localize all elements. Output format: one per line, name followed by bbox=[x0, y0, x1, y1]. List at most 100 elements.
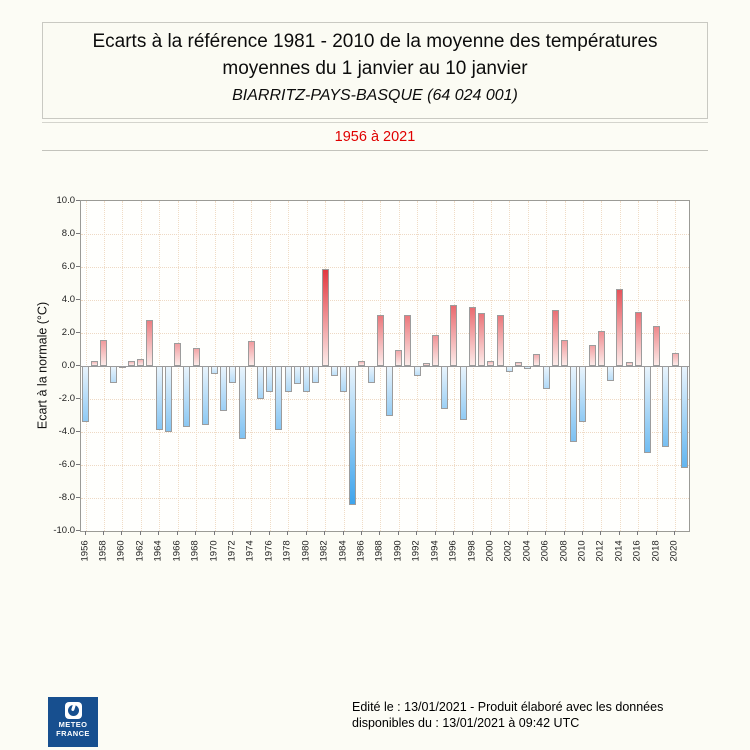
bar-1978 bbox=[284, 366, 292, 393]
x-tick-label: 1998 bbox=[466, 540, 477, 562]
bar-1966 bbox=[174, 342, 182, 366]
zero-line bbox=[81, 366, 689, 367]
x-tick-label: 1964 bbox=[152, 540, 164, 562]
x-tick-label: 1980 bbox=[300, 540, 312, 562]
bar-1990 bbox=[395, 349, 403, 366]
x-tick-label: 2016 bbox=[631, 540, 643, 562]
bar-1977 bbox=[275, 366, 283, 431]
y-tick-label: 8.0 bbox=[61, 228, 75, 239]
bar-2018 bbox=[653, 326, 661, 366]
bar-1965 bbox=[164, 366, 172, 432]
x-tick-mark bbox=[545, 531, 547, 535]
bar-1984 bbox=[339, 366, 347, 393]
bar-2014 bbox=[616, 289, 624, 366]
bar-chart-plot-area bbox=[80, 200, 690, 532]
y-tick-mark bbox=[76, 365, 80, 366]
bar-1969 bbox=[201, 366, 209, 426]
bar-1994 bbox=[432, 334, 440, 366]
bar-1959 bbox=[109, 366, 117, 383]
x-tick-label: 2008 bbox=[558, 540, 570, 562]
x-tick-mark bbox=[360, 531, 362, 535]
x-tick-mark bbox=[287, 531, 289, 535]
bar-1996 bbox=[450, 304, 458, 366]
bar-1979 bbox=[293, 366, 301, 385]
x-tick-label: 2020 bbox=[668, 540, 680, 562]
x-tick-mark bbox=[416, 531, 418, 535]
bar-1964 bbox=[155, 366, 163, 431]
h-gridline bbox=[81, 399, 689, 400]
x-tick-label: 1984 bbox=[337, 540, 349, 562]
bar-2019 bbox=[662, 366, 670, 447]
edition-note-line2: disponibles du : 13/01/2021 à 09:42 UTC bbox=[352, 716, 580, 730]
bar-2016 bbox=[634, 311, 642, 366]
y-tick-label: -10.0 bbox=[53, 525, 75, 536]
x-tick-mark bbox=[453, 531, 455, 535]
x-tick-mark bbox=[195, 531, 197, 535]
bar-1986 bbox=[358, 361, 366, 366]
y-tick-mark bbox=[76, 299, 80, 300]
bar-1961 bbox=[128, 361, 136, 366]
bar-1963 bbox=[146, 319, 154, 366]
x-tick-label: 1974 bbox=[244, 540, 256, 562]
bar-1967 bbox=[183, 366, 191, 428]
x-tick-mark bbox=[250, 531, 252, 535]
bar-1970 bbox=[210, 366, 218, 375]
x-tick-label: 1970 bbox=[208, 540, 220, 562]
x-tick-mark bbox=[305, 531, 307, 535]
x-tick-label: 1986 bbox=[355, 540, 367, 562]
x-tick-label: 1996 bbox=[447, 540, 459, 562]
x-tick-label: 2004 bbox=[521, 540, 533, 562]
x-tick-mark bbox=[489, 531, 491, 535]
bar-1980 bbox=[303, 366, 311, 393]
x-tick-label: 2006 bbox=[539, 540, 551, 562]
bar-1983 bbox=[330, 366, 338, 376]
x-tick-mark bbox=[342, 531, 344, 535]
bar-2005 bbox=[533, 354, 541, 366]
y-tick-label: -2.0 bbox=[58, 393, 75, 404]
x-tick-label: 1962 bbox=[134, 540, 146, 562]
bar-2009 bbox=[570, 366, 578, 442]
bar-2017 bbox=[643, 366, 651, 454]
h-gridline bbox=[81, 498, 689, 499]
x-tick-mark bbox=[563, 531, 565, 535]
bar-1974 bbox=[247, 341, 255, 366]
x-tick-label: 2018 bbox=[650, 540, 662, 562]
bar-1992 bbox=[413, 366, 421, 376]
bar-1957 bbox=[91, 361, 99, 366]
bar-1997 bbox=[459, 366, 467, 421]
x-tick-mark bbox=[103, 531, 105, 535]
meteo-france-logo: METEO FRANCE bbox=[48, 697, 98, 747]
bar-2006 bbox=[542, 366, 550, 390]
x-tick-label: 1958 bbox=[97, 540, 109, 562]
h-gridline bbox=[81, 300, 689, 301]
y-tick-mark bbox=[76, 431, 80, 432]
h-gridline bbox=[81, 432, 689, 433]
bar-1995 bbox=[441, 366, 449, 409]
x-tick-mark bbox=[637, 531, 639, 535]
x-tick-label: 1976 bbox=[263, 540, 275, 562]
h-gridline bbox=[81, 465, 689, 466]
x-tick-mark bbox=[600, 531, 602, 535]
x-tick-mark bbox=[655, 531, 657, 535]
bar-1958 bbox=[100, 339, 108, 366]
bar-2003 bbox=[514, 361, 522, 366]
y-tick-label: 0.0 bbox=[61, 360, 75, 371]
x-tick-mark bbox=[213, 531, 215, 535]
chart-title-line1: Ecarts à la référence 1981 - 2010 de la … bbox=[92, 31, 658, 52]
x-tick-mark bbox=[232, 531, 233, 535]
bar-2015 bbox=[625, 361, 633, 366]
logo-text-meteo: METEO bbox=[58, 720, 88, 729]
x-tick-mark bbox=[434, 531, 436, 535]
bar-1971 bbox=[220, 366, 228, 411]
x-tick-mark bbox=[674, 531, 676, 535]
bar-1989 bbox=[386, 366, 393, 416]
y-tick-mark bbox=[76, 266, 80, 267]
y-tick-label: -4.0 bbox=[58, 426, 75, 437]
meteo-france-icon bbox=[64, 702, 82, 719]
x-tick-label: 1994 bbox=[429, 540, 441, 562]
x-tick-mark bbox=[158, 531, 160, 535]
bar-2013 bbox=[607, 366, 615, 381]
x-tick-mark bbox=[526, 531, 528, 535]
bar-1999 bbox=[478, 313, 486, 366]
x-tick-label: 1966 bbox=[171, 540, 183, 562]
